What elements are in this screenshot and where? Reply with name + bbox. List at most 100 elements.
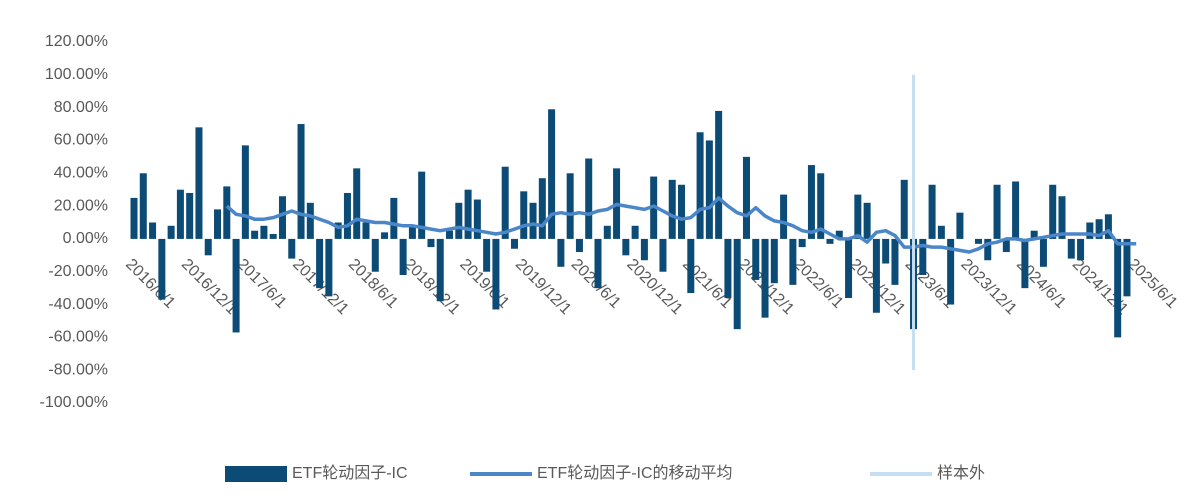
bar bbox=[1067, 238, 1075, 259]
bar bbox=[241, 145, 249, 239]
y-tick-label: -40.00% bbox=[48, 296, 108, 313]
y-tick-label: 40.00% bbox=[54, 164, 108, 181]
bar bbox=[789, 238, 797, 285]
bar bbox=[176, 189, 184, 239]
bar bbox=[752, 238, 760, 280]
bar bbox=[575, 238, 583, 253]
bar bbox=[483, 238, 491, 272]
x-tick-label: 2020/12/1 bbox=[623, 256, 685, 318]
bar bbox=[195, 127, 203, 239]
bar bbox=[557, 238, 565, 267]
bar bbox=[399, 238, 407, 276]
bar bbox=[418, 171, 426, 239]
y-tick-label: -20.00% bbox=[48, 263, 108, 280]
bar bbox=[1095, 219, 1103, 239]
bar bbox=[854, 194, 862, 239]
bar bbox=[835, 230, 843, 239]
bar bbox=[872, 238, 880, 313]
bar bbox=[705, 140, 713, 239]
bar bbox=[1123, 238, 1131, 297]
bar bbox=[974, 238, 982, 244]
legend-label: 样本外 bbox=[937, 464, 985, 482]
bar bbox=[288, 238, 296, 259]
y-tick-label: 80.00% bbox=[54, 99, 108, 116]
bar bbox=[780, 194, 788, 239]
bar bbox=[659, 238, 667, 272]
bar bbox=[158, 238, 166, 300]
bar bbox=[687, 238, 695, 294]
bar bbox=[510, 238, 518, 249]
bar bbox=[826, 238, 834, 244]
bar bbox=[863, 202, 871, 239]
bar bbox=[585, 158, 593, 239]
bar bbox=[381, 232, 389, 239]
bar bbox=[947, 238, 955, 305]
bar bbox=[640, 238, 648, 261]
bar bbox=[325, 238, 333, 297]
bar bbox=[353, 168, 361, 239]
bar bbox=[306, 202, 314, 239]
x-tick-label: 2017/6/1 bbox=[234, 256, 290, 312]
bar bbox=[297, 124, 305, 239]
bar bbox=[1114, 238, 1122, 338]
x-tick-label: 2022/6/1 bbox=[790, 256, 846, 312]
bar bbox=[696, 132, 704, 239]
bar bbox=[1077, 238, 1085, 261]
bar bbox=[1002, 238, 1010, 253]
bar bbox=[817, 173, 825, 239]
x-tick-label: 2023/12/1 bbox=[957, 256, 1019, 318]
bar bbox=[919, 238, 927, 276]
bar bbox=[232, 238, 240, 333]
bar bbox=[139, 173, 147, 239]
y-tick-label: -100.00% bbox=[40, 394, 109, 411]
bar bbox=[371, 238, 379, 272]
bar bbox=[149, 222, 157, 239]
bar bbox=[937, 225, 945, 239]
bar bbox=[678, 184, 686, 239]
bar bbox=[742, 156, 750, 239]
y-tick-label: -80.00% bbox=[48, 361, 108, 378]
bar bbox=[446, 230, 454, 239]
bar bbox=[464, 189, 472, 239]
bar bbox=[408, 225, 416, 239]
bar bbox=[520, 191, 528, 239]
bar bbox=[715, 110, 723, 239]
bar bbox=[455, 202, 463, 239]
bar bbox=[900, 179, 908, 239]
legend-swatch bbox=[225, 466, 287, 482]
bar bbox=[223, 186, 231, 239]
bar bbox=[529, 202, 537, 239]
y-tick-label: 100.00% bbox=[45, 66, 108, 83]
bar bbox=[204, 238, 212, 256]
bar bbox=[269, 233, 277, 239]
bar bbox=[501, 166, 509, 239]
bar bbox=[316, 238, 324, 289]
bar bbox=[631, 225, 639, 239]
bar bbox=[427, 238, 435, 248]
bar bbox=[436, 238, 444, 302]
y-tick-label: 20.00% bbox=[54, 197, 108, 214]
bar bbox=[594, 238, 602, 289]
x-tick-label: 2016/12/1 bbox=[178, 256, 240, 318]
bar bbox=[807, 165, 815, 239]
bar bbox=[473, 199, 481, 239]
bar bbox=[622, 238, 630, 256]
bar bbox=[956, 212, 964, 239]
bar bbox=[1012, 181, 1020, 239]
y-tick-label: 60.00% bbox=[54, 132, 108, 149]
y-tick-label: 0.00% bbox=[63, 230, 108, 247]
moving-average-line bbox=[225, 196, 1137, 254]
bar bbox=[984, 238, 992, 261]
bar bbox=[1104, 214, 1112, 239]
bar bbox=[538, 178, 546, 239]
x-tick-label: 2016/6/1 bbox=[122, 256, 178, 312]
bar bbox=[251, 230, 259, 239]
bar bbox=[1021, 238, 1029, 289]
y-tick-label: 120.00% bbox=[45, 33, 108, 50]
bar bbox=[761, 238, 769, 318]
bar bbox=[882, 238, 890, 264]
bar bbox=[390, 197, 398, 239]
bar bbox=[260, 225, 268, 239]
bar bbox=[1086, 222, 1094, 239]
legend-label: ETF轮动因子-IC bbox=[292, 464, 408, 482]
